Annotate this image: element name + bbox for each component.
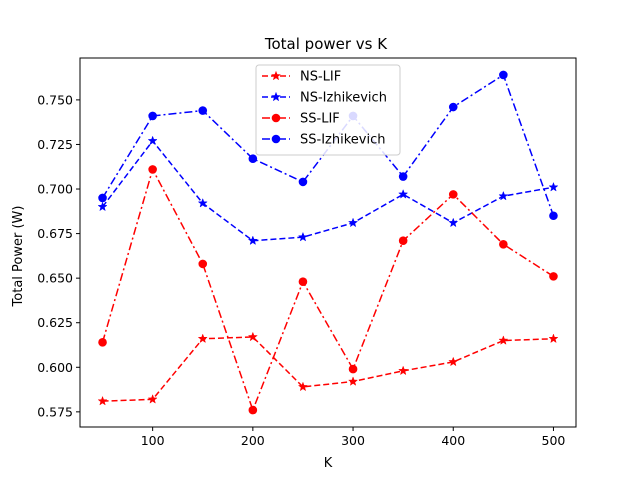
x-tick-label: 300	[341, 433, 365, 448]
data-point	[197, 333, 208, 344]
data-point	[448, 356, 459, 367]
data-point	[499, 70, 508, 80]
y-tick-label: 0.750	[37, 92, 73, 107]
data-point	[499, 239, 508, 249]
legend-item: NS-Izhikevich	[262, 91, 387, 106]
x-tick-label: 500	[542, 433, 566, 448]
legend-item: SS-Izhikevich	[262, 133, 385, 148]
legend-label: SS-LIF	[300, 112, 340, 127]
legend-marker	[271, 113, 281, 123]
y-tick-label: 0.650	[37, 271, 73, 286]
plot-frame	[79, 57, 577, 428]
series-line	[102, 336, 554, 402]
data-point	[348, 364, 358, 374]
x-axis-label: K	[324, 456, 333, 471]
data-point	[448, 102, 458, 112]
legend-marker	[270, 70, 282, 81]
data-point	[97, 201, 108, 212]
legend: NS-LIF NS-Izhikevich SS-LIF SS-Izhikevich	[255, 64, 401, 156]
data-point	[549, 211, 558, 221]
series-4	[98, 70, 558, 221]
series-line	[101, 167, 554, 413]
legend-marker	[271, 134, 281, 144]
x-axis: 100 200 300 400 500	[141, 427, 566, 448]
data-point	[398, 172, 408, 181]
data-point	[548, 333, 559, 344]
data-point	[498, 335, 509, 345]
y-tick-label: 0.600	[37, 360, 73, 375]
data-point	[198, 259, 208, 269]
data-point	[198, 106, 208, 115]
legend-box	[255, 64, 401, 156]
legend-item: NS-LIF	[262, 70, 341, 85]
data-point	[297, 381, 309, 392]
data-point	[298, 177, 308, 187]
data-point	[98, 338, 107, 347]
x-tick-label: 200	[241, 433, 265, 448]
data-point	[148, 111, 157, 121]
data-point	[548, 181, 559, 192]
series-1	[97, 331, 559, 406]
data-point	[549, 272, 558, 281]
chart-title: Total power vs K	[264, 35, 388, 53]
series-line	[101, 73, 555, 217]
data-point	[147, 394, 158, 404]
data-point	[448, 217, 459, 228]
series-line	[101, 139, 554, 242]
data-point	[347, 217, 359, 228]
legend-label: NS-LIF	[300, 70, 341, 85]
y-tick-label: 0.625	[37, 315, 73, 330]
data-point	[448, 190, 458, 199]
data-point	[247, 235, 258, 246]
y-tick-label: 0.675	[37, 226, 73, 241]
data-point	[398, 365, 409, 376]
series-3	[98, 165, 558, 415]
plot-area	[79, 57, 577, 428]
data-point	[298, 277, 308, 287]
data-point	[98, 193, 107, 203]
data-point	[347, 376, 359, 386]
y-tick-label: 0.700	[37, 182, 73, 197]
data-point	[398, 189, 409, 199]
data-point	[197, 197, 208, 208]
legend-marker	[270, 91, 282, 102]
data-point	[297, 231, 309, 242]
y-axis: 0.575 0.600 0.625 0.650 0.675 0.700 0.725 0.750	[37, 92, 80, 419]
legend-label: NS-Izhikevich	[300, 91, 387, 106]
data-point	[248, 405, 258, 415]
data-point	[398, 236, 408, 246]
legend-label: SS-Izhikevich	[300, 133, 385, 148]
series-2	[97, 135, 559, 246]
y-tick-label: 0.575	[37, 404, 73, 419]
x-tick-label: 400	[441, 433, 465, 448]
data-point	[147, 135, 158, 146]
y-axis-label: Total Power (W)	[11, 206, 26, 308]
legend-item: SS-LIF	[262, 112, 340, 127]
data-point	[148, 165, 157, 174]
data-point	[247, 331, 258, 342]
x-tick-label: 100	[141, 433, 165, 448]
data-point	[248, 154, 258, 164]
y-tick-label: 0.725	[37, 137, 73, 152]
data-point	[97, 395, 108, 406]
data-point	[498, 190, 509, 201]
